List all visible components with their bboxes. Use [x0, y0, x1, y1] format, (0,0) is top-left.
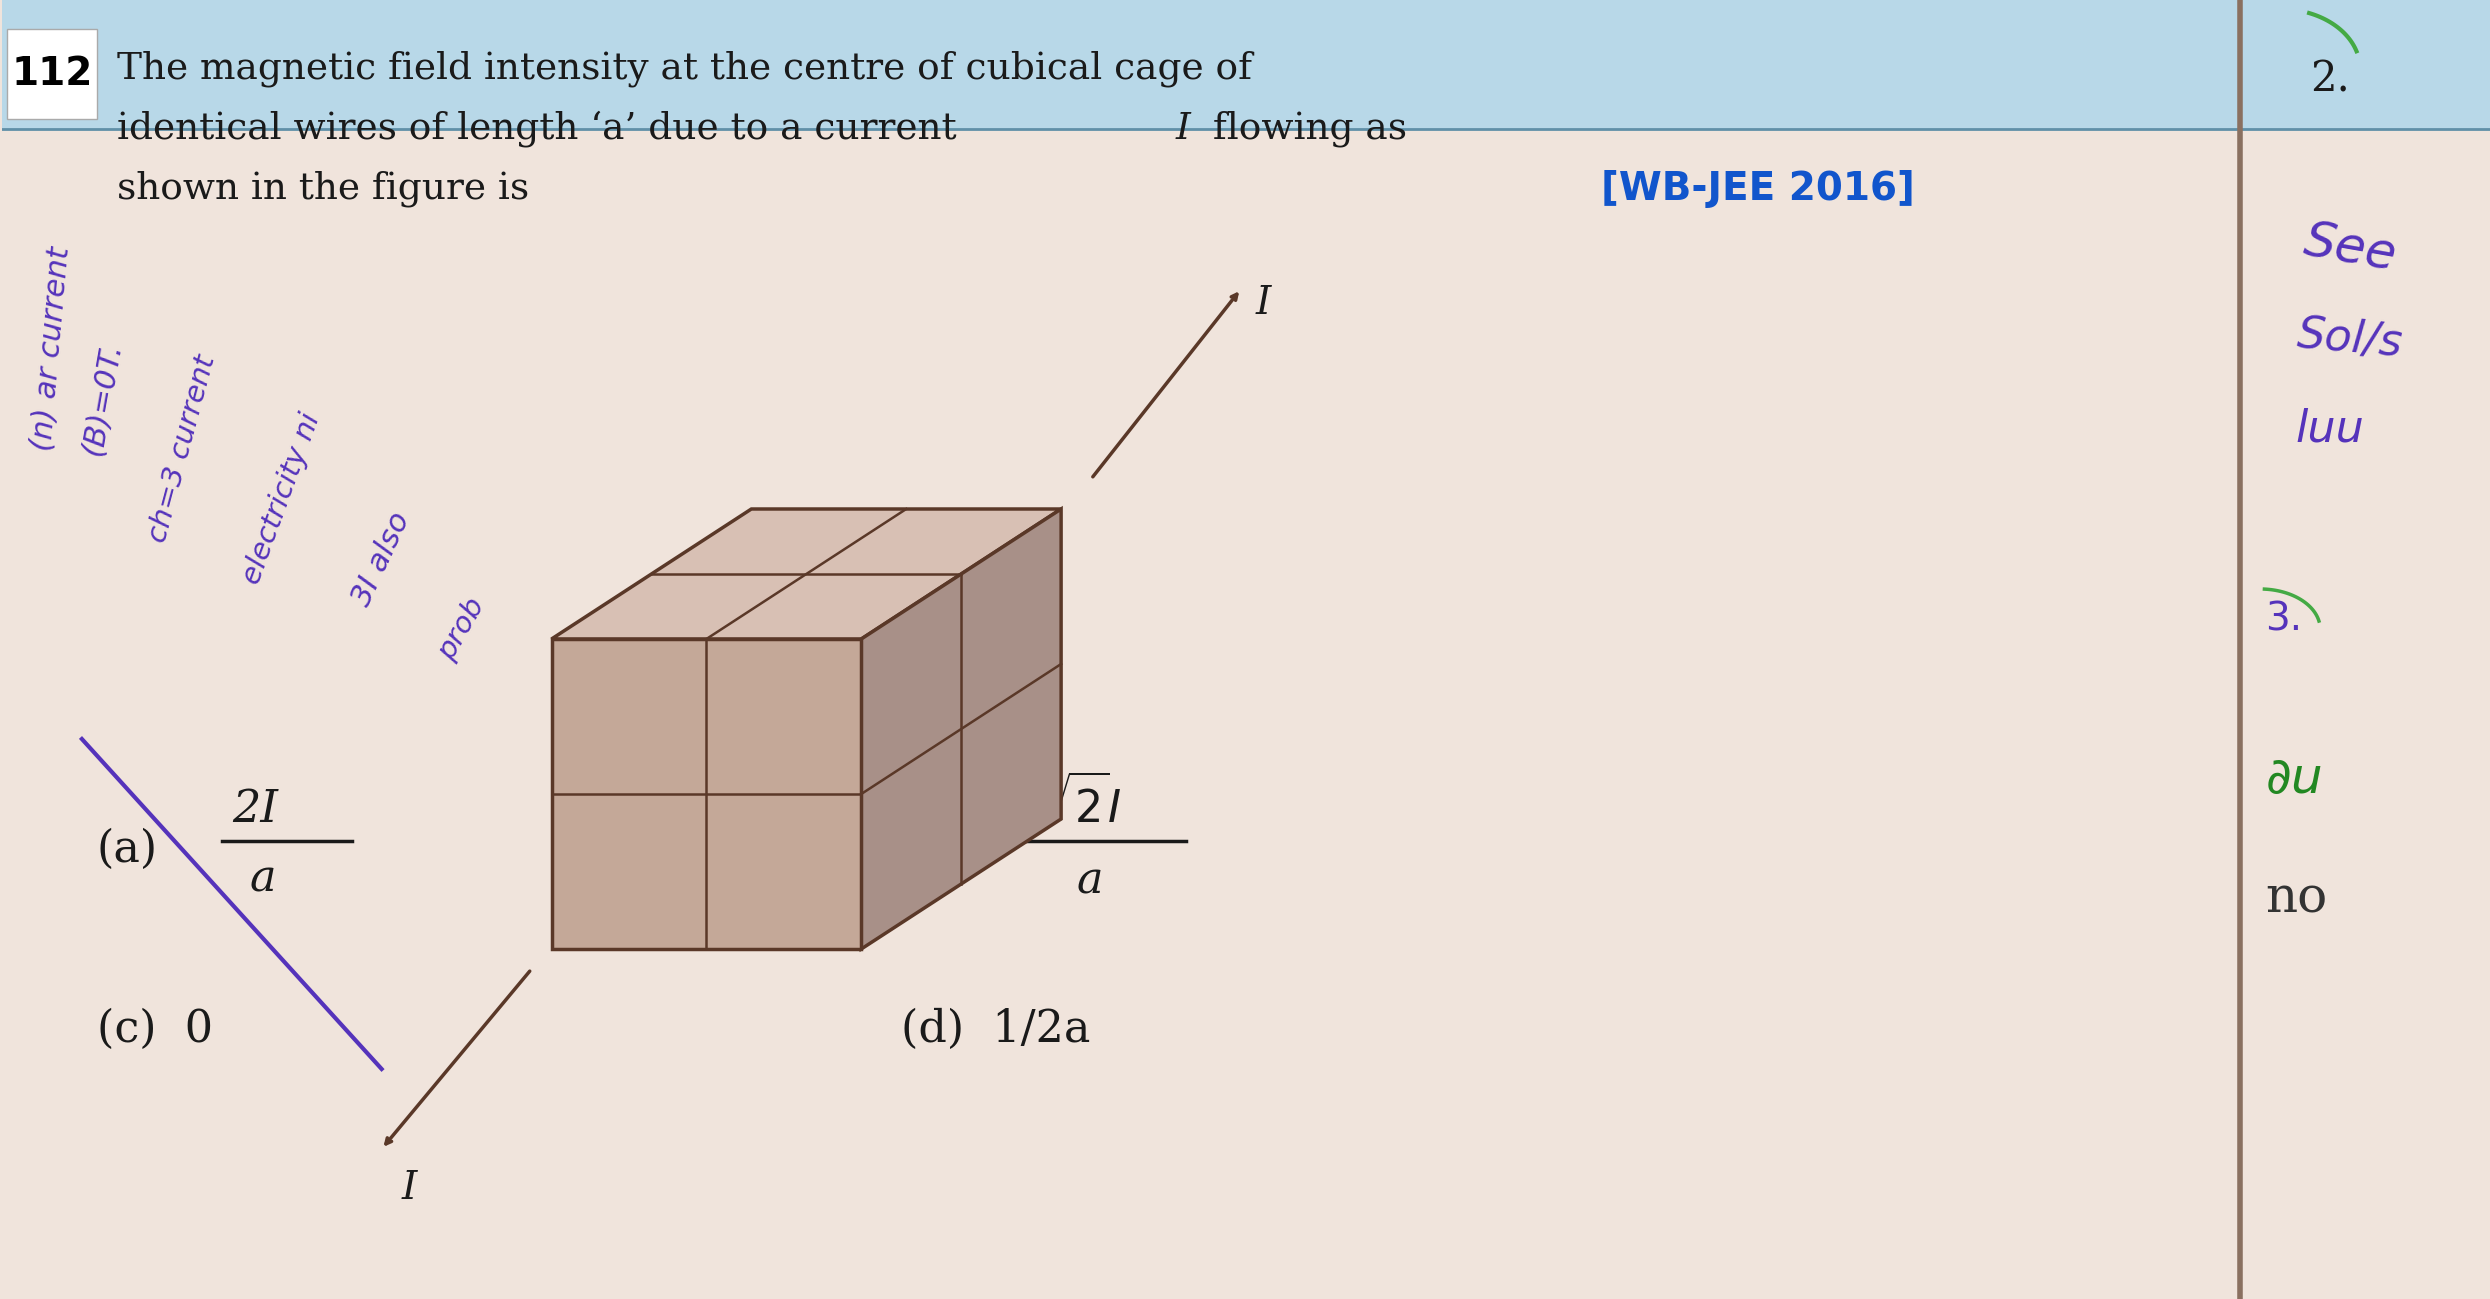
Text: shown in the figure is: shown in the figure is	[117, 170, 528, 208]
Text: 3.: 3.	[2266, 600, 2303, 638]
Polygon shape	[862, 509, 1061, 950]
Text: (a): (a)	[97, 827, 157, 870]
Text: $\sqrt{2}I$: $\sqrt{2}I$	[1041, 776, 1123, 831]
Text: The magnetic field intensity at the centre of cubical cage of: The magnetic field intensity at the cent…	[117, 51, 1252, 87]
Text: electricity ni: electricity ni	[237, 409, 326, 588]
Text: (n) ar current: (n) ar current	[27, 246, 75, 452]
Bar	[7, 29, 97, 120]
Text: 112: 112	[12, 55, 92, 94]
Text: luu: luu	[2296, 408, 2363, 451]
Text: prob: prob	[433, 594, 491, 665]
Text: (b): (b)	[901, 827, 964, 870]
Text: identical wires of length ‘a’ due to a current: identical wires of length ‘a’ due to a c…	[117, 110, 969, 147]
Text: Sol/s: Sol/s	[2296, 313, 2405, 365]
Text: (B)=0T.: (B)=0T.	[77, 340, 127, 457]
Text: I: I	[401, 1170, 416, 1207]
Text: See: See	[2301, 217, 2400, 281]
Polygon shape	[550, 639, 862, 950]
Text: $\partial$u: $\partial$u	[2266, 755, 2323, 803]
Text: 2.: 2.	[2311, 58, 2351, 100]
Text: I: I	[1255, 284, 1272, 322]
Text: flowing as: flowing as	[1200, 110, 1407, 147]
Text: no: no	[2266, 874, 2328, 924]
Text: ch=3 current: ch=3 current	[144, 352, 219, 546]
Text: 3I also: 3I also	[349, 508, 416, 611]
Text: (c)  0: (c) 0	[97, 1008, 214, 1051]
Text: a: a	[1076, 860, 1103, 903]
Text: 2I: 2I	[232, 787, 279, 830]
Polygon shape	[550, 509, 1061, 639]
Text: I: I	[1175, 110, 1190, 147]
Text: (d)  1/2a: (d) 1/2a	[901, 1008, 1091, 1051]
Text: [WB-JEE 2016]: [WB-JEE 2016]	[1601, 170, 1915, 208]
Text: a: a	[249, 857, 276, 900]
Bar	[2, 0, 2490, 129]
